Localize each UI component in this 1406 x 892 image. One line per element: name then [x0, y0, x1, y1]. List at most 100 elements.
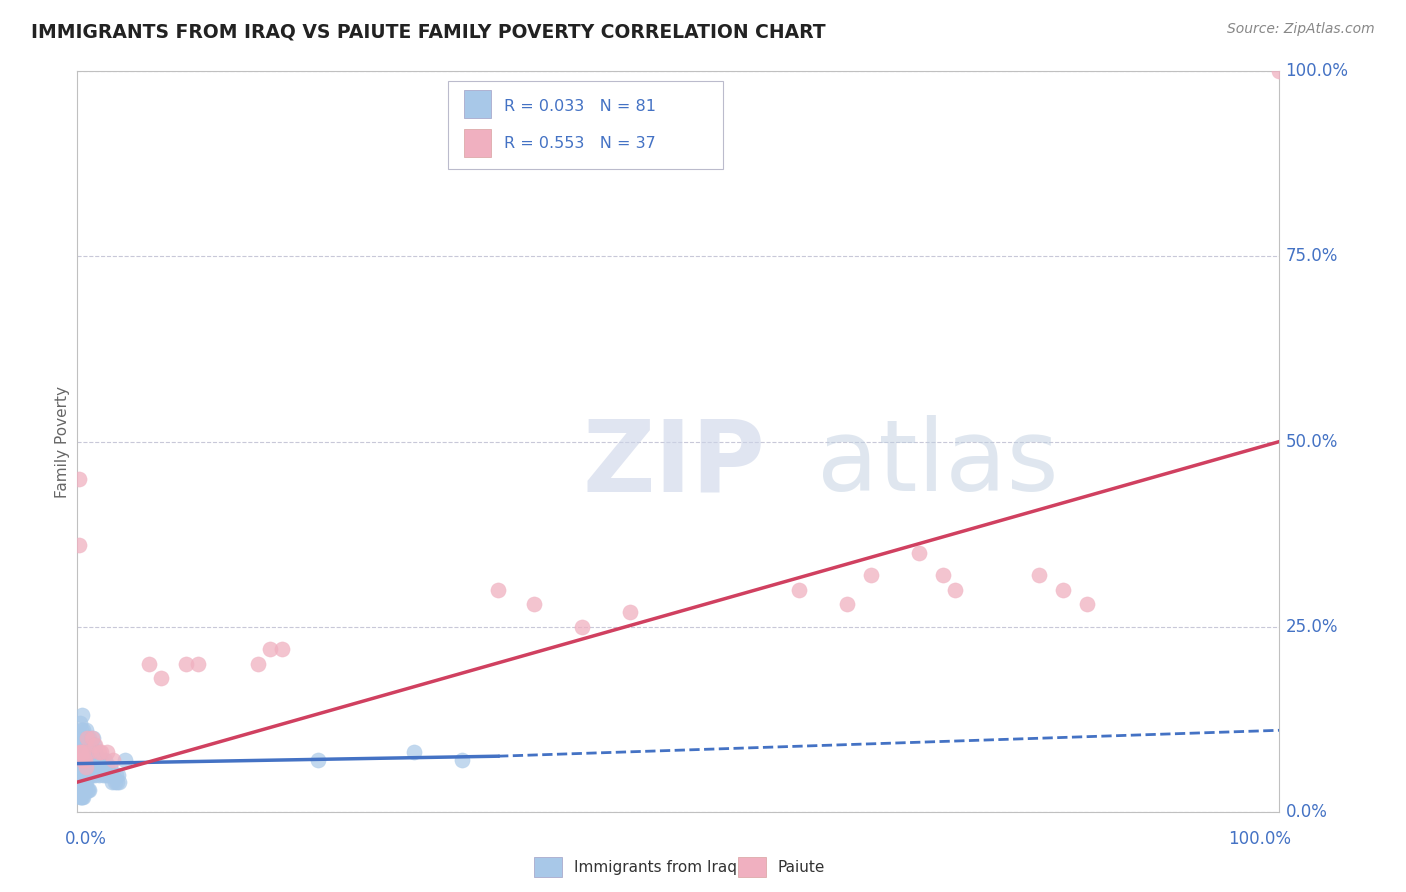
Point [79, 738, 101, 752]
Text: Paiute: Paiute [778, 860, 825, 874]
Point [84, 746, 107, 760]
Point [76, 731, 98, 745]
Point [70, 731, 93, 745]
Point [76, 746, 98, 760]
Text: IMMIGRANTS FROM IRAQ VS PAIUTE FAMILY POVERTY CORRELATION CHART: IMMIGRANTS FROM IRAQ VS PAIUTE FAMILY PO… [31, 22, 825, 41]
Point [96, 760, 118, 774]
Point [571, 619, 593, 633]
Bar [464, 129, 491, 157]
Text: 100.0%: 100.0% [1229, 830, 1292, 848]
Point [70, 708, 93, 723]
Point [79, 753, 101, 767]
Point [108, 775, 131, 789]
Point [174, 657, 197, 671]
Bar [464, 90, 491, 119]
Point [451, 753, 474, 767]
Point [80, 746, 103, 760]
Text: 0.0%: 0.0% [1285, 803, 1327, 821]
Point [72, 775, 94, 789]
Point [70, 775, 93, 789]
Point [97, 767, 120, 781]
Point [79, 731, 101, 745]
Text: R = 0.033   N = 81: R = 0.033 N = 81 [505, 99, 657, 114]
Point [98, 760, 121, 774]
Point [96, 746, 118, 760]
Point [70, 767, 93, 781]
Point [100, 767, 122, 781]
Point [70, 723, 93, 738]
Point [76, 760, 98, 774]
Point [79, 760, 101, 774]
Point [80, 731, 103, 745]
Point [69, 760, 91, 774]
Point [107, 767, 129, 781]
Point [83, 753, 105, 767]
Point [72, 746, 94, 760]
FancyBboxPatch shape [447, 81, 723, 169]
Point [523, 598, 546, 612]
Point [82, 760, 104, 774]
Text: R = 0.553   N = 37: R = 0.553 N = 37 [505, 136, 655, 152]
Point [69, 746, 91, 760]
Point [73, 731, 96, 745]
Point [67, 782, 90, 797]
Text: 100.0%: 100.0% [1285, 62, 1348, 80]
Point [270, 641, 292, 656]
Point [90, 746, 112, 760]
Point [87, 767, 110, 781]
Point [90, 753, 112, 767]
Point [70, 753, 93, 767]
Point [101, 775, 124, 789]
Point [70, 746, 93, 760]
Point [69, 789, 91, 804]
Point [79, 782, 101, 797]
Text: atlas: atlas [817, 416, 1059, 512]
Y-axis label: Family Poverty: Family Poverty [55, 385, 70, 498]
Point [86, 760, 108, 774]
Point [402, 746, 425, 760]
Point [103, 767, 125, 781]
Point [70, 753, 93, 767]
Point [1028, 567, 1050, 582]
Point [79, 746, 101, 760]
Point [69, 731, 91, 745]
Point [105, 775, 128, 789]
Point [75, 753, 97, 767]
Point [138, 657, 160, 671]
Point [75, 723, 97, 738]
Point [619, 605, 641, 619]
Point [67, 746, 90, 760]
Point [94, 753, 117, 767]
Point [93, 760, 115, 774]
Point [835, 598, 858, 612]
Point [307, 753, 329, 767]
Text: ZIP: ZIP [582, 416, 765, 512]
Point [1268, 64, 1291, 78]
Point [84, 738, 107, 752]
Point [73, 775, 96, 789]
Point [77, 767, 100, 781]
Point [70, 760, 93, 774]
Point [150, 672, 173, 686]
Point [73, 746, 96, 760]
Point [75, 775, 97, 789]
Point [186, 657, 209, 671]
Point [72, 723, 94, 738]
Point [114, 753, 136, 767]
Point [96, 767, 118, 781]
Point [77, 738, 100, 752]
Point [67, 538, 90, 552]
Point [70, 738, 93, 752]
Point [70, 782, 93, 797]
Point [72, 753, 94, 767]
Point [1052, 582, 1074, 597]
Point [79, 746, 101, 760]
Point [76, 731, 98, 745]
Point [89, 760, 111, 774]
Point [486, 582, 509, 597]
Point [77, 753, 100, 767]
Point [1076, 598, 1098, 612]
Point [80, 767, 103, 781]
Point [67, 471, 90, 485]
Point [87, 753, 110, 767]
